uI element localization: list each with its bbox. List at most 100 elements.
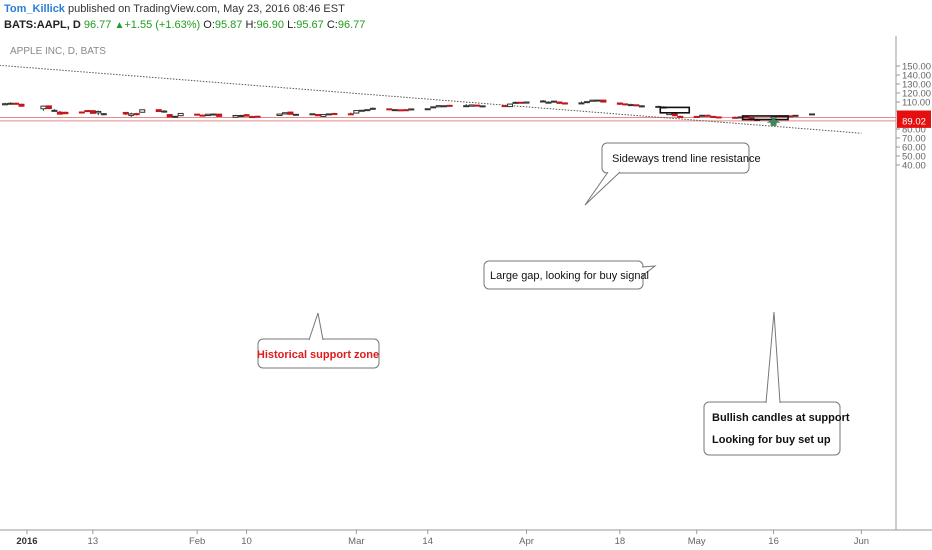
candle-bearish bbox=[18, 103, 25, 107]
candle-bearish bbox=[556, 101, 563, 104]
candle-bullish bbox=[699, 114, 706, 117]
candle-bearish bbox=[501, 105, 508, 108]
candle-bullish bbox=[792, 114, 799, 117]
candle-bullish bbox=[550, 100, 557, 103]
candle-bullish bbox=[430, 106, 437, 109]
callout-bullish-box bbox=[703, 401, 841, 456]
candle-bullish bbox=[512, 101, 519, 104]
publish-info: Tom_Killick published on TradingView.com… bbox=[4, 3, 345, 15]
y-tick-label: 130.00 bbox=[902, 80, 931, 91]
candle-bullish bbox=[281, 112, 288, 115]
y-tick-label: 140.00 bbox=[902, 71, 931, 82]
y-tick-label: 70.00 bbox=[902, 134, 926, 145]
close-value: 96.77 bbox=[337, 19, 366, 31]
candle-bearish bbox=[704, 114, 711, 117]
author-link[interactable]: Tom_Killick bbox=[4, 3, 65, 15]
candle-bearish bbox=[446, 104, 453, 107]
open-value: 95.87 bbox=[214, 19, 243, 31]
candle-bearish bbox=[254, 115, 261, 118]
y-tick-label: 120.00 bbox=[902, 89, 931, 100]
candle-bearish bbox=[347, 113, 354, 116]
candle-bearish bbox=[474, 104, 481, 107]
price-badge-label: 89.02 bbox=[902, 116, 926, 127]
candle-bullish bbox=[309, 113, 316, 116]
y-tick-label: 150.00 bbox=[902, 62, 931, 73]
candle-bullish bbox=[408, 108, 415, 111]
candle-bearish bbox=[314, 114, 321, 117]
x-tick-label: Feb bbox=[189, 536, 205, 547]
candle-bearish bbox=[56, 111, 63, 115]
candle-bearish bbox=[155, 109, 162, 113]
price-badge bbox=[897, 113, 931, 128]
candle-bullish bbox=[51, 109, 58, 112]
candle-bearish bbox=[199, 114, 206, 117]
high-label: H: bbox=[245, 19, 257, 31]
candle-bullish bbox=[292, 113, 299, 116]
y-tick-label: 80.00 bbox=[902, 125, 926, 136]
candle-bullish bbox=[325, 113, 332, 116]
callout-large-gap-pointer bbox=[641, 265, 657, 277]
candle-bearish bbox=[386, 108, 393, 111]
callout-large-gap-text: Large gap, looking for buy signal bbox=[490, 270, 649, 282]
candle-bullish bbox=[177, 112, 184, 117]
candle-bullish bbox=[627, 104, 634, 107]
candle-bullish bbox=[232, 115, 239, 118]
candle-bullish bbox=[161, 110, 168, 113]
candle-bullish bbox=[468, 104, 475, 107]
candle-bullish bbox=[205, 113, 212, 116]
candle-bearish bbox=[243, 114, 250, 117]
candle-bearish bbox=[45, 105, 52, 110]
high-value: 96.90 bbox=[256, 19, 285, 31]
candle-bearish bbox=[732, 116, 739, 119]
candle-bullish bbox=[479, 105, 486, 108]
candle-bullish bbox=[238, 115, 245, 118]
highlight-box bbox=[659, 106, 691, 114]
callout-trend-resistance-box bbox=[601, 142, 750, 174]
candle-bearish bbox=[743, 116, 750, 119]
candle-bullish bbox=[40, 105, 47, 110]
x-tick-label: Jun bbox=[854, 536, 869, 547]
candle-bullish bbox=[320, 114, 327, 117]
candle-bullish bbox=[139, 109, 146, 113]
candle-bullish bbox=[583, 101, 590, 104]
candle-bearish bbox=[62, 111, 69, 115]
callout-support-zone-text: Historical support zone bbox=[257, 349, 379, 361]
candle-bullish bbox=[358, 109, 365, 112]
x-tick-label: Apr bbox=[519, 536, 534, 547]
candle-bullish bbox=[523, 101, 530, 104]
candle-bearish bbox=[616, 102, 623, 105]
up-arrow-icon: ▲ bbox=[114, 20, 125, 31]
candle-bullish bbox=[128, 113, 135, 116]
callout-support-zone: Historical support zone bbox=[257, 312, 380, 369]
x-tick-label: 14 bbox=[422, 536, 433, 547]
candle-bearish bbox=[331, 113, 338, 116]
candle-bullish bbox=[545, 101, 552, 104]
candle-bearish bbox=[561, 102, 568, 105]
candle-bearish bbox=[633, 104, 640, 107]
candle-bearish bbox=[194, 113, 201, 116]
callout-bullish-text: Looking for buy set up bbox=[712, 434, 831, 446]
candle-bearish bbox=[715, 116, 722, 119]
candle-bullish bbox=[364, 109, 371, 112]
candle-bullish bbox=[809, 113, 815, 116]
candle-bullish bbox=[100, 113, 107, 116]
candle-bullish bbox=[353, 110, 360, 114]
x-tick-label: May bbox=[688, 536, 706, 547]
y-tick-label: 40.00 bbox=[902, 161, 926, 172]
candle-bearish bbox=[122, 111, 129, 115]
candle-bullish bbox=[589, 99, 596, 102]
chart-header: Tom_Killick published on TradingView.com… bbox=[0, 0, 932, 36]
candle-bearish bbox=[84, 110, 91, 113]
close-label: C: bbox=[326, 19, 338, 31]
candle-bullish bbox=[2, 103, 8, 106]
candle-bearish bbox=[133, 113, 140, 116]
candlestick-chart[interactable]: APPLE INC, D, BATS 150.00140.00130.00120… bbox=[0, 36, 932, 550]
candle-bullish bbox=[276, 113, 283, 116]
callout-trend-resistance-text: Sideways trend line resistance bbox=[612, 153, 761, 165]
candle-bullish bbox=[507, 103, 514, 108]
candle-bearish bbox=[677, 115, 684, 118]
published-text: published on TradingView.com, May 23, 20… bbox=[68, 3, 345, 15]
candle-bearish bbox=[402, 109, 409, 112]
callout-bullish: Bullish candles at support Looking for bu… bbox=[703, 311, 850, 456]
callout-large-gap: Large gap, looking for buy signal bbox=[483, 260, 657, 290]
